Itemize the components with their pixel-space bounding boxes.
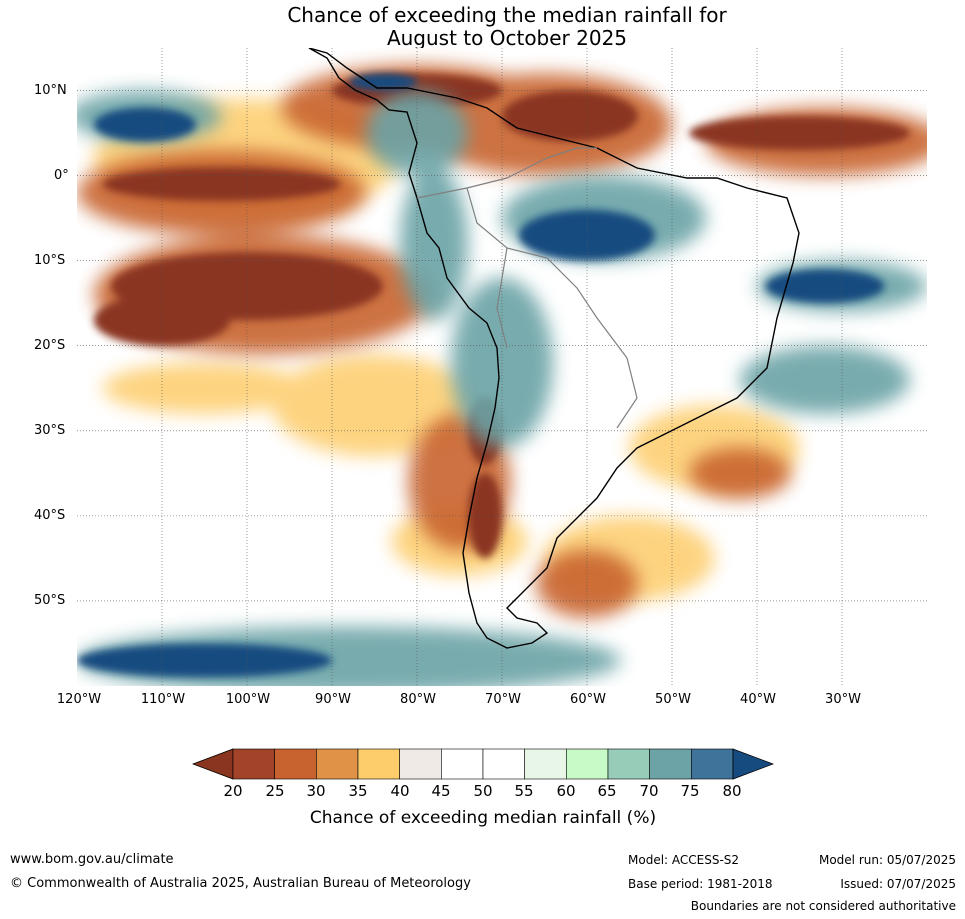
very-wet-region bbox=[94, 107, 196, 142]
lon-tick-label: 70°W bbox=[485, 692, 521, 707]
colorbar-over-triangle bbox=[732, 748, 774, 780]
dry-region bbox=[689, 447, 791, 499]
lat-tick-label: 40°S bbox=[34, 508, 66, 523]
lon-tick-label: 110°W bbox=[140, 692, 186, 707]
colorbar-tick: 35 bbox=[348, 782, 368, 800]
wet-region bbox=[366, 90, 468, 176]
colorbar bbox=[192, 748, 774, 780]
colorbar-segment bbox=[691, 748, 734, 780]
very-dry-region bbox=[94, 294, 230, 346]
colorbar-tick: 25 bbox=[265, 782, 285, 800]
map-panel bbox=[77, 48, 927, 686]
lon-tick-label: 100°W bbox=[225, 692, 271, 707]
colorbar-tick: 45 bbox=[431, 782, 451, 800]
colorbar-tick: 50 bbox=[473, 782, 493, 800]
title-line-2: August to October 2025 bbox=[386, 26, 628, 50]
copyright-text: © Commonwealth of Australia 2025, Austra… bbox=[10, 876, 471, 891]
colorbar-tick: 40 bbox=[390, 782, 410, 800]
colorbar-segment bbox=[399, 748, 442, 780]
very-wet-region bbox=[77, 643, 332, 678]
colorbar-segment bbox=[607, 748, 650, 780]
colorbar-tick: 30 bbox=[306, 782, 326, 800]
model-name: Model: ACCESS-S2 bbox=[628, 853, 740, 867]
dry-region bbox=[536, 549, 638, 618]
colorbar-segments bbox=[232, 748, 734, 780]
colorbar-tick: 80 bbox=[722, 782, 742, 800]
rainfall-map bbox=[77, 48, 927, 686]
lat-tick-label: 50°S bbox=[34, 593, 66, 608]
boundaries-disclaimer: Boundaries are not considered authoritat… bbox=[690, 899, 956, 913]
colorbar-segment bbox=[566, 748, 609, 780]
issued-date: Issued: 07/07/2025 bbox=[840, 877, 956, 891]
wet-region bbox=[740, 345, 910, 414]
coastline bbox=[308, 48, 800, 649]
colorbar-segment bbox=[274, 748, 317, 780]
very-wet-region bbox=[349, 73, 417, 91]
colorbar-segment bbox=[524, 748, 567, 780]
wet-region bbox=[451, 277, 553, 448]
colorbar-tick: 20 bbox=[223, 782, 243, 800]
lat-tick-label: 0° bbox=[54, 168, 69, 183]
colorbar-segment bbox=[232, 748, 275, 780]
south-america-coastline bbox=[308, 48, 800, 649]
colorbar-label: Chance of exceeding median rainfall (%) bbox=[309, 808, 657, 828]
map-title: Chance of exceeding the median rainfall … bbox=[0, 4, 965, 50]
website-link[interactable]: www.bom.gov.au/climate bbox=[10, 852, 174, 867]
colorbar-tick: 55 bbox=[514, 782, 534, 800]
base-period: Base period: 1981-2018 bbox=[628, 877, 773, 891]
colorbar-segment bbox=[441, 748, 484, 780]
lon-tick-label: 50°W bbox=[655, 692, 691, 707]
very-dry-region bbox=[102, 167, 341, 202]
slightly-dry-region bbox=[102, 362, 307, 414]
lon-tick-label: 80°W bbox=[400, 692, 436, 707]
colorbar-segment bbox=[316, 748, 359, 780]
colorbar-tick: 60 bbox=[556, 782, 576, 800]
lon-tick-label: 40°W bbox=[740, 692, 776, 707]
country-borders bbox=[416, 147, 638, 429]
colorbar-segment bbox=[482, 748, 525, 780]
wet-region bbox=[400, 167, 468, 321]
very-wet-layer bbox=[77, 73, 885, 678]
lon-tick-label: 90°W bbox=[315, 692, 351, 707]
very-dry-region bbox=[502, 90, 638, 142]
lat-tick-label: 10°N bbox=[34, 83, 67, 98]
lon-tick-label: 30°W bbox=[825, 692, 861, 707]
model-run-date: Model run: 05/07/2025 bbox=[818, 853, 956, 867]
lat-tick-label: 20°S bbox=[34, 338, 66, 353]
colorbar-under-triangle bbox=[192, 748, 234, 780]
lon-tick-label: 60°W bbox=[570, 692, 606, 707]
very-dry-region bbox=[689, 116, 910, 151]
gridlines bbox=[77, 48, 927, 686]
colorbar-tick: 65 bbox=[597, 782, 617, 800]
title-line-1: Chance of exceeding the median rainfall … bbox=[287, 3, 727, 27]
lat-tick-label: 10°S bbox=[34, 253, 66, 268]
colorbar-tick: 75 bbox=[680, 782, 700, 800]
colorbar-segment bbox=[649, 748, 692, 780]
colorbar-tick: 70 bbox=[639, 782, 659, 800]
lon-tick-label: 120°W bbox=[56, 692, 102, 707]
very-wet-region bbox=[765, 269, 885, 304]
lat-tick-label: 30°S bbox=[34, 423, 66, 438]
very-wet-region bbox=[519, 209, 655, 261]
colorbar-segment bbox=[357, 748, 400, 780]
